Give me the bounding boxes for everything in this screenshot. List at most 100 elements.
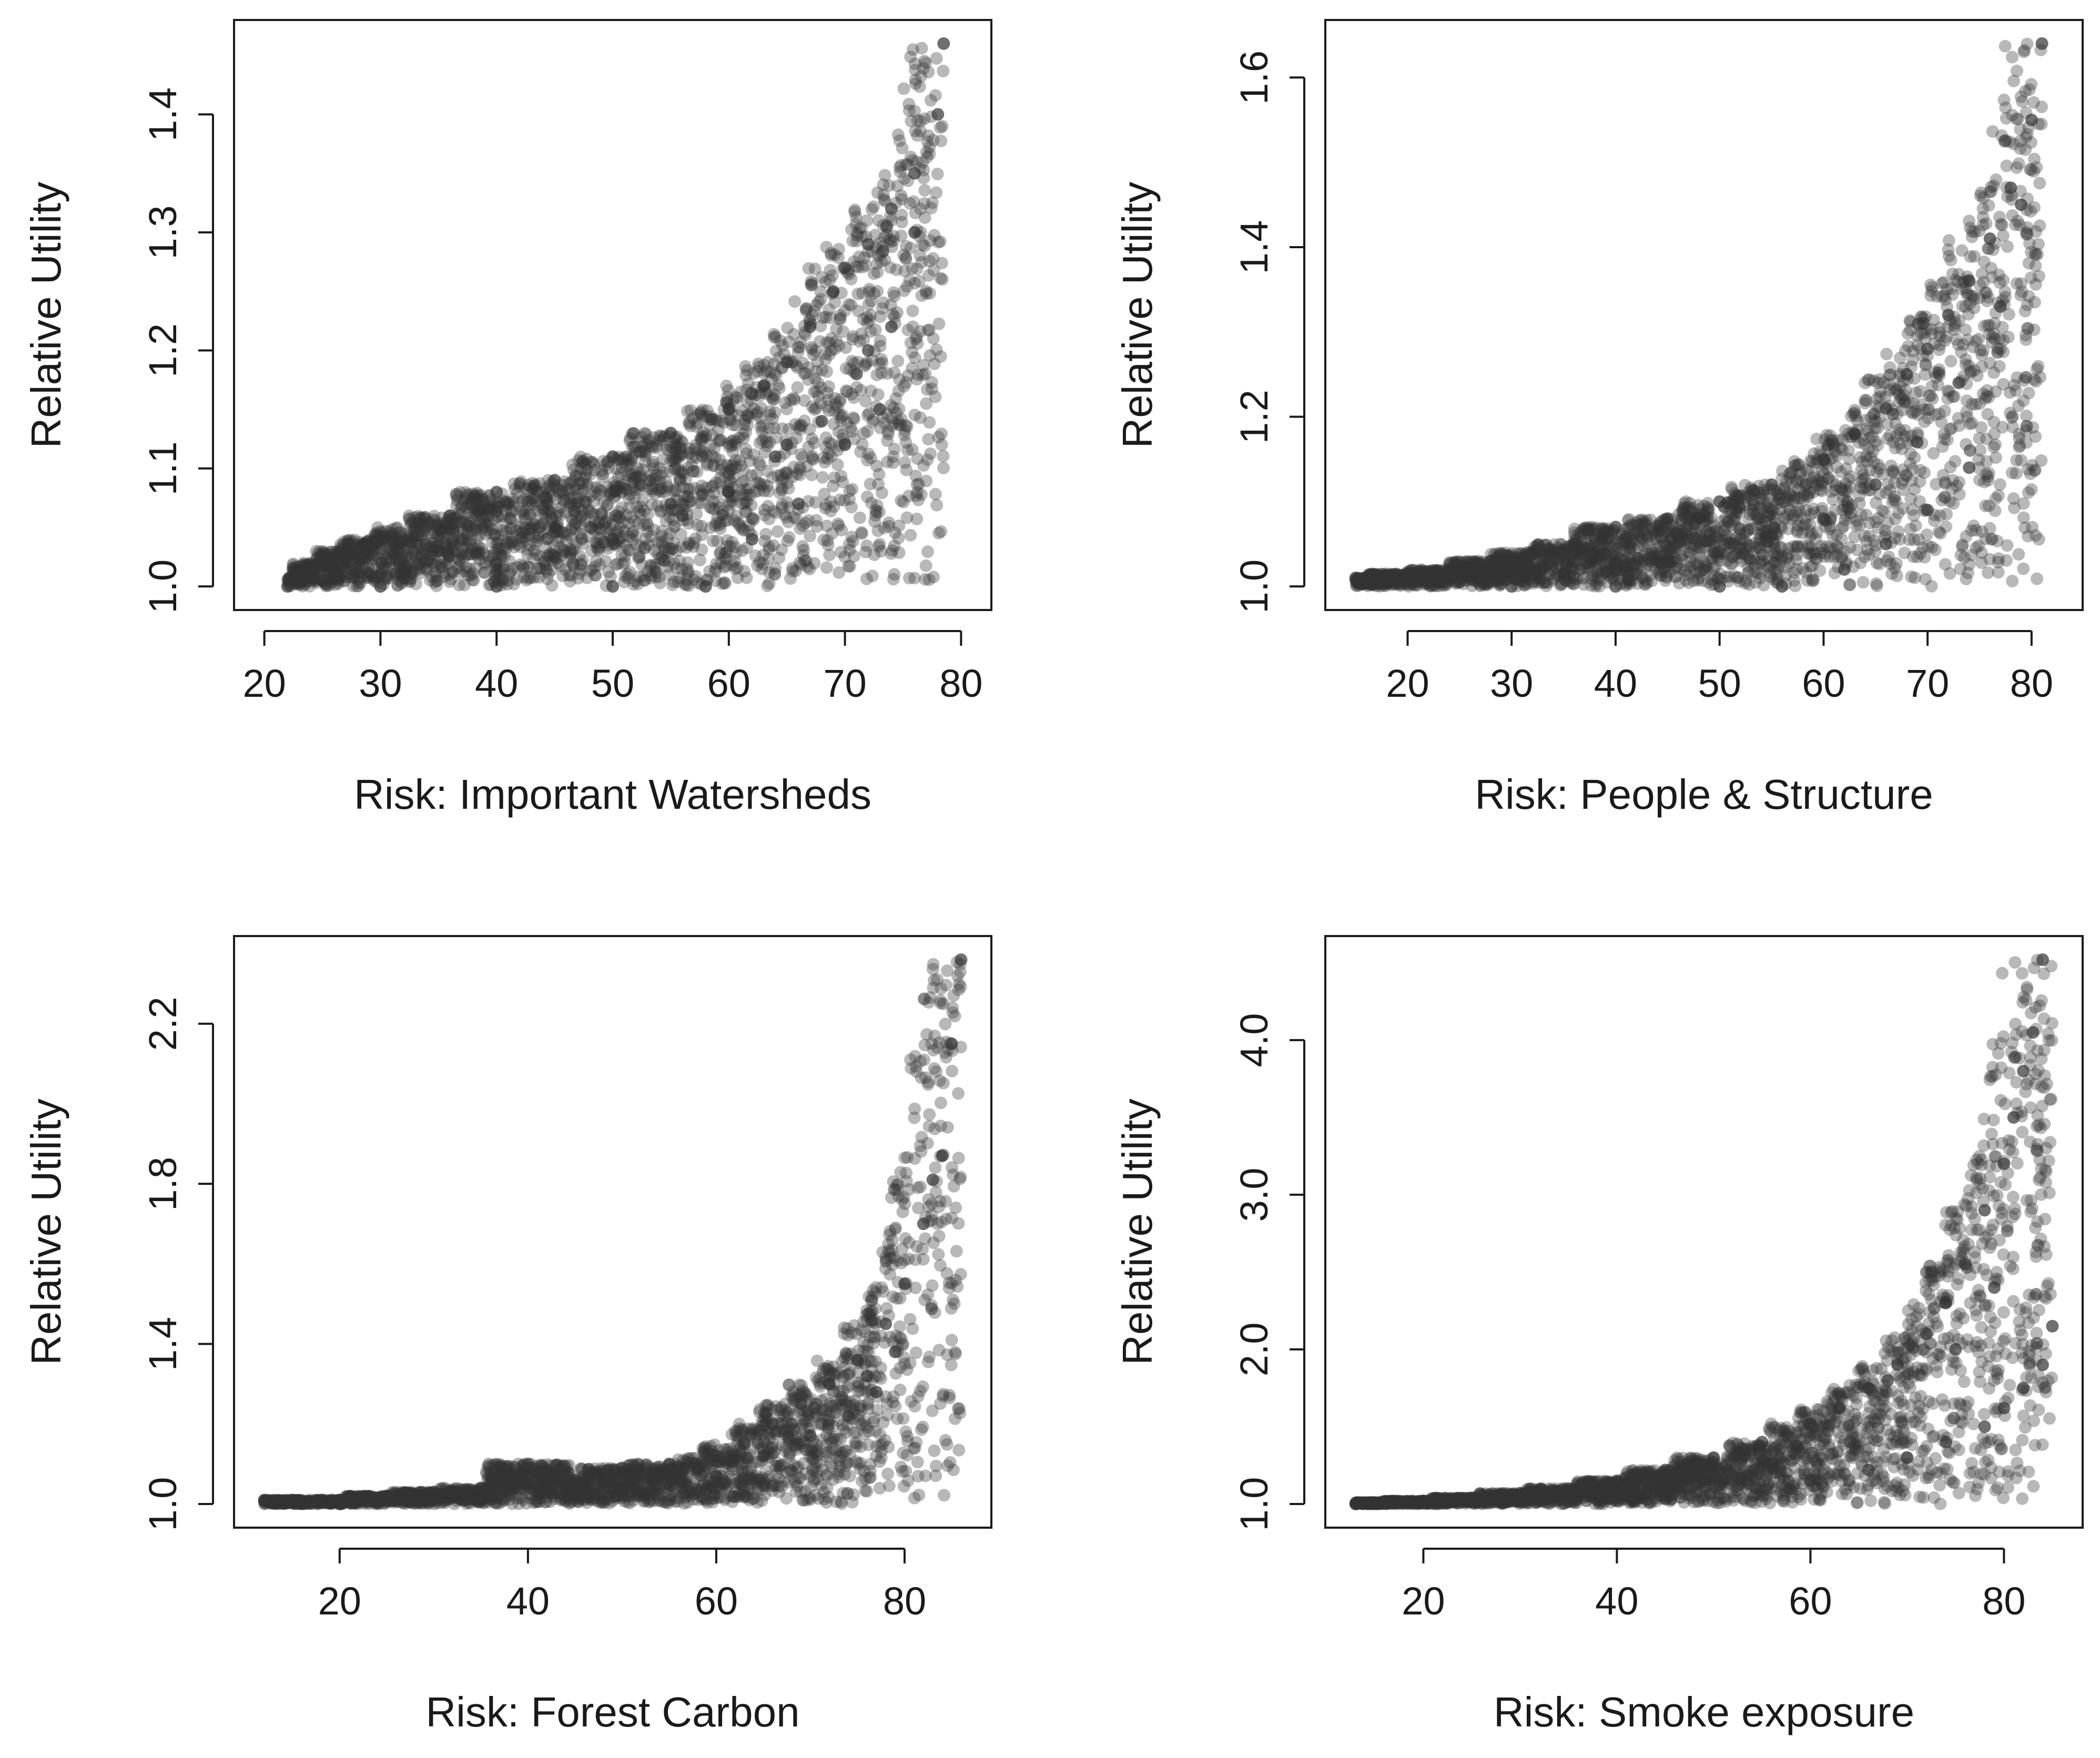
density-point xyxy=(739,483,753,496)
density-point xyxy=(766,471,779,484)
density-point xyxy=(910,512,924,525)
density-point xyxy=(1960,405,1973,419)
density-point xyxy=(2024,271,2037,284)
density-point xyxy=(771,525,784,538)
density-point xyxy=(613,511,626,524)
density-point xyxy=(446,565,459,578)
density-point xyxy=(898,284,911,297)
density-point xyxy=(899,251,912,265)
density-point xyxy=(1950,333,1963,346)
data-point xyxy=(606,580,619,593)
x-tick-label: 60 xyxy=(707,662,750,705)
density-point xyxy=(391,579,404,592)
x-tick-label: 50 xyxy=(591,662,634,705)
density-point xyxy=(825,438,838,451)
density-point xyxy=(491,543,504,556)
density-point xyxy=(930,499,944,512)
density-point xyxy=(488,528,501,541)
density-point xyxy=(536,519,549,532)
density-point xyxy=(762,355,774,369)
density-point xyxy=(819,502,832,515)
y-tick-label: 1.4 xyxy=(141,87,185,141)
density-point xyxy=(554,531,567,544)
density-point xyxy=(631,577,644,591)
data-point xyxy=(908,226,921,239)
density-point xyxy=(2012,548,2025,561)
density-point xyxy=(740,505,753,518)
density-point xyxy=(693,554,706,566)
density-point xyxy=(598,459,612,472)
density-point xyxy=(710,516,723,530)
density-point xyxy=(565,532,579,545)
density-point xyxy=(516,535,530,548)
density-point xyxy=(2020,226,2033,239)
density-point xyxy=(804,530,817,543)
density-point xyxy=(529,519,541,532)
density-point xyxy=(893,134,906,147)
density-point xyxy=(786,565,799,578)
density-point xyxy=(620,482,633,495)
density-point xyxy=(932,317,946,330)
density-point xyxy=(694,405,707,419)
density-point xyxy=(816,471,829,484)
density-point xyxy=(714,476,727,489)
data-point xyxy=(792,497,805,511)
density-point xyxy=(742,377,755,390)
density-point xyxy=(473,529,486,542)
density-point xyxy=(560,546,573,559)
density-point xyxy=(750,476,764,489)
density-point xyxy=(819,353,832,366)
density-point xyxy=(787,511,800,524)
density-point xyxy=(413,566,427,580)
density-point xyxy=(853,511,866,524)
density-point xyxy=(484,496,498,509)
density-point xyxy=(451,494,464,507)
density-point xyxy=(752,456,765,469)
density-point xyxy=(1887,435,1900,449)
density-point xyxy=(675,540,688,553)
density-point xyxy=(904,529,917,542)
density-point xyxy=(428,514,441,527)
density-point xyxy=(418,521,431,534)
density-point xyxy=(669,444,682,457)
density-point xyxy=(1987,415,2001,429)
density-point xyxy=(920,474,933,487)
density-point xyxy=(1940,507,1953,521)
density-point xyxy=(481,500,494,513)
data-point xyxy=(873,403,886,416)
density-point xyxy=(668,520,682,532)
density-point xyxy=(377,548,390,562)
density-point xyxy=(707,495,720,508)
density-point xyxy=(848,206,861,219)
density-point xyxy=(704,413,717,426)
density-point xyxy=(731,561,744,574)
density-point xyxy=(859,394,872,408)
density-point xyxy=(1830,461,1843,474)
density-point xyxy=(514,475,527,488)
density-point xyxy=(711,414,724,428)
data-point xyxy=(722,403,735,416)
density-point xyxy=(718,577,732,590)
density-point xyxy=(1855,464,1868,476)
density-point xyxy=(891,128,905,141)
data-point xyxy=(838,261,851,275)
density-point xyxy=(654,469,667,482)
density-point xyxy=(354,554,367,567)
x-tick-label: 20 xyxy=(242,662,286,705)
data-point xyxy=(745,533,758,546)
density-point xyxy=(546,489,559,502)
density-point xyxy=(491,510,504,523)
density-point xyxy=(2006,575,2019,587)
data-point xyxy=(548,521,561,534)
density-point xyxy=(808,372,821,385)
density-point xyxy=(416,546,429,560)
density-point xyxy=(432,522,445,535)
density-point xyxy=(691,416,704,430)
density-point xyxy=(1933,363,1946,376)
density-point xyxy=(390,554,403,567)
density-point xyxy=(400,542,413,555)
density-point xyxy=(1972,332,1985,345)
density-point xyxy=(1878,505,1891,519)
data-point xyxy=(699,580,712,593)
